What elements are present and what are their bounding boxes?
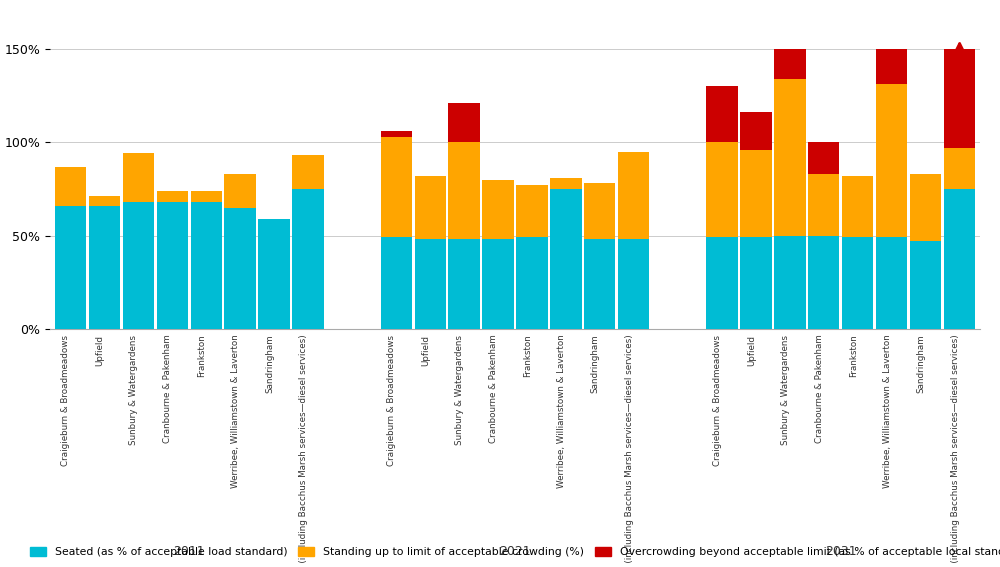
Text: Cranbourne & Pakenham: Cranbourne & Pakenham	[163, 335, 172, 443]
Text: Frankston: Frankston	[849, 335, 858, 377]
Bar	[808, 174, 839, 235]
Text: 2021: 2021	[499, 545, 531, 558]
Bar	[808, 235, 839, 329]
Bar	[292, 155, 324, 189]
Bar	[482, 239, 514, 329]
Bar	[55, 167, 86, 206]
Bar	[944, 189, 975, 329]
Bar	[415, 176, 446, 239]
Bar	[550, 177, 582, 189]
Bar	[876, 84, 907, 238]
Text: 2011: 2011	[173, 545, 205, 558]
Bar	[381, 131, 412, 137]
Bar	[842, 176, 873, 238]
Text: Melton (including Bacchus Marsh services—diesel services): Melton (including Bacchus Marsh services…	[951, 335, 960, 567]
Bar	[618, 151, 649, 239]
Bar	[258, 219, 290, 329]
Text: Sandringham: Sandringham	[917, 335, 926, 393]
Bar	[618, 239, 649, 329]
Text: Sunbury & Watergardens: Sunbury & Watergardens	[455, 335, 464, 445]
Text: Melton (including Bacchus Marsh services—diesel services): Melton (including Bacchus Marsh services…	[625, 335, 634, 567]
Bar	[740, 112, 772, 150]
Bar	[706, 142, 738, 238]
Bar	[381, 238, 412, 329]
Bar	[944, 148, 975, 189]
Legend: Seated (as % of acceptable load standard), Standing up to limit of acceptable cr: Seated (as % of acceptable load standard…	[25, 543, 1000, 561]
Bar	[550, 189, 582, 329]
Bar	[584, 183, 615, 239]
Bar	[706, 238, 738, 329]
Bar	[191, 191, 222, 202]
Bar	[415, 239, 446, 329]
Text: Cranbourne & Pakenham: Cranbourne & Pakenham	[489, 335, 498, 443]
Bar	[191, 202, 222, 329]
Bar	[224, 208, 256, 329]
Bar	[774, 79, 806, 235]
Text: Werribee, Williamstown & Laverton: Werribee, Williamstown & Laverton	[883, 335, 892, 488]
Text: Frankston: Frankston	[523, 335, 532, 377]
Bar	[774, 235, 806, 329]
Bar	[482, 180, 514, 239]
Bar	[292, 189, 324, 329]
Text: Werribee, Williamstown & Laverton: Werribee, Williamstown & Laverton	[231, 335, 240, 488]
Bar	[123, 154, 154, 202]
Bar	[944, 49, 975, 148]
Bar	[774, 49, 806, 79]
Text: Craigieburn & Broadmeadows: Craigieburn & Broadmeadows	[713, 335, 722, 466]
Bar	[808, 142, 839, 174]
Text: Sunbury & Watergardens: Sunbury & Watergardens	[129, 335, 138, 445]
Bar	[89, 206, 120, 329]
Text: Cranbourne & Pakenham: Cranbourne & Pakenham	[815, 335, 824, 443]
Bar	[55, 206, 86, 329]
Bar	[448, 142, 480, 239]
Bar	[89, 196, 120, 206]
Text: 2031: 2031	[825, 545, 857, 558]
Text: Upfield: Upfield	[95, 335, 104, 366]
Text: Werribee, Williamstown & Laverton: Werribee, Williamstown & Laverton	[557, 335, 566, 488]
Bar	[842, 238, 873, 329]
Text: Frankston: Frankston	[197, 335, 206, 377]
Bar	[910, 241, 941, 329]
Text: Craigieburn & Broadmeadows: Craigieburn & Broadmeadows	[61, 335, 70, 466]
Bar	[157, 202, 188, 329]
Text: Craigieburn & Broadmeadows: Craigieburn & Broadmeadows	[387, 335, 396, 466]
Bar	[123, 202, 154, 329]
Text: Sandringham: Sandringham	[265, 335, 274, 393]
Bar	[157, 191, 188, 202]
Bar	[448, 239, 480, 329]
Bar	[876, 49, 907, 84]
Bar	[516, 185, 548, 238]
Bar	[706, 86, 738, 142]
Bar	[584, 239, 615, 329]
Bar	[740, 238, 772, 329]
Text: Melton (including Bacchus Marsh services—diesel services): Melton (including Bacchus Marsh services…	[299, 335, 308, 567]
Bar	[224, 174, 256, 208]
Bar	[448, 103, 480, 142]
Bar	[740, 150, 772, 238]
Text: Upfield: Upfield	[747, 335, 756, 366]
Bar	[381, 137, 412, 238]
Text: Sunbury & Watergardens: Sunbury & Watergardens	[781, 335, 790, 445]
Bar	[516, 238, 548, 329]
Text: Upfield: Upfield	[421, 335, 430, 366]
Text: Sandringham: Sandringham	[591, 335, 600, 393]
Bar	[910, 174, 941, 241]
Bar	[876, 238, 907, 329]
